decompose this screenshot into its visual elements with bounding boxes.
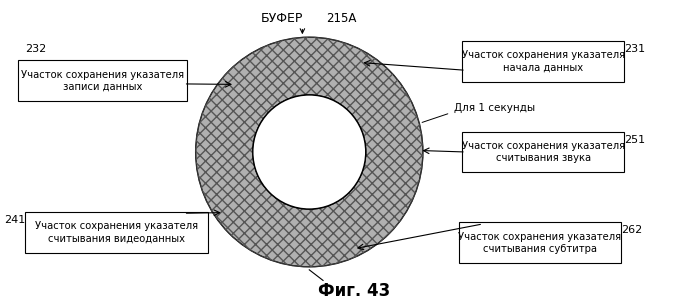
FancyBboxPatch shape [463, 41, 624, 82]
Ellipse shape [253, 95, 366, 209]
Text: Участок сохранения указателя
считывания видеоданных: Участок сохранения указателя считывания … [35, 221, 198, 244]
Text: Участок сохранения указателя
начала данных: Участок сохранения указателя начала данн… [462, 50, 625, 72]
Ellipse shape [253, 95, 366, 209]
Ellipse shape [196, 37, 423, 267]
FancyBboxPatch shape [459, 222, 621, 263]
FancyBboxPatch shape [25, 212, 208, 253]
Text: Для 1 секунды: Для 1 секунды [454, 103, 535, 113]
Text: Фиг. 43: Фиг. 43 [318, 282, 390, 300]
FancyBboxPatch shape [463, 132, 624, 172]
Text: БУФЕР: БУФЕР [261, 12, 303, 25]
Text: 232: 232 [25, 44, 47, 54]
Text: Участок сохранения указателя
записи данных: Участок сохранения указателя записи данн… [21, 70, 185, 92]
Text: 231: 231 [624, 44, 645, 54]
Text: Участок сохранения указателя
считывания звука: Участок сохранения указателя считывания … [462, 141, 625, 163]
Text: 241: 241 [4, 215, 25, 225]
Text: 262: 262 [621, 225, 642, 235]
FancyBboxPatch shape [18, 60, 187, 101]
Text: Участок сохранения указателя
считывания субтитра: Участок сохранения указателя считывания … [459, 232, 621, 254]
Text: 215А: 215А [326, 12, 357, 25]
Text: 251: 251 [624, 135, 645, 145]
